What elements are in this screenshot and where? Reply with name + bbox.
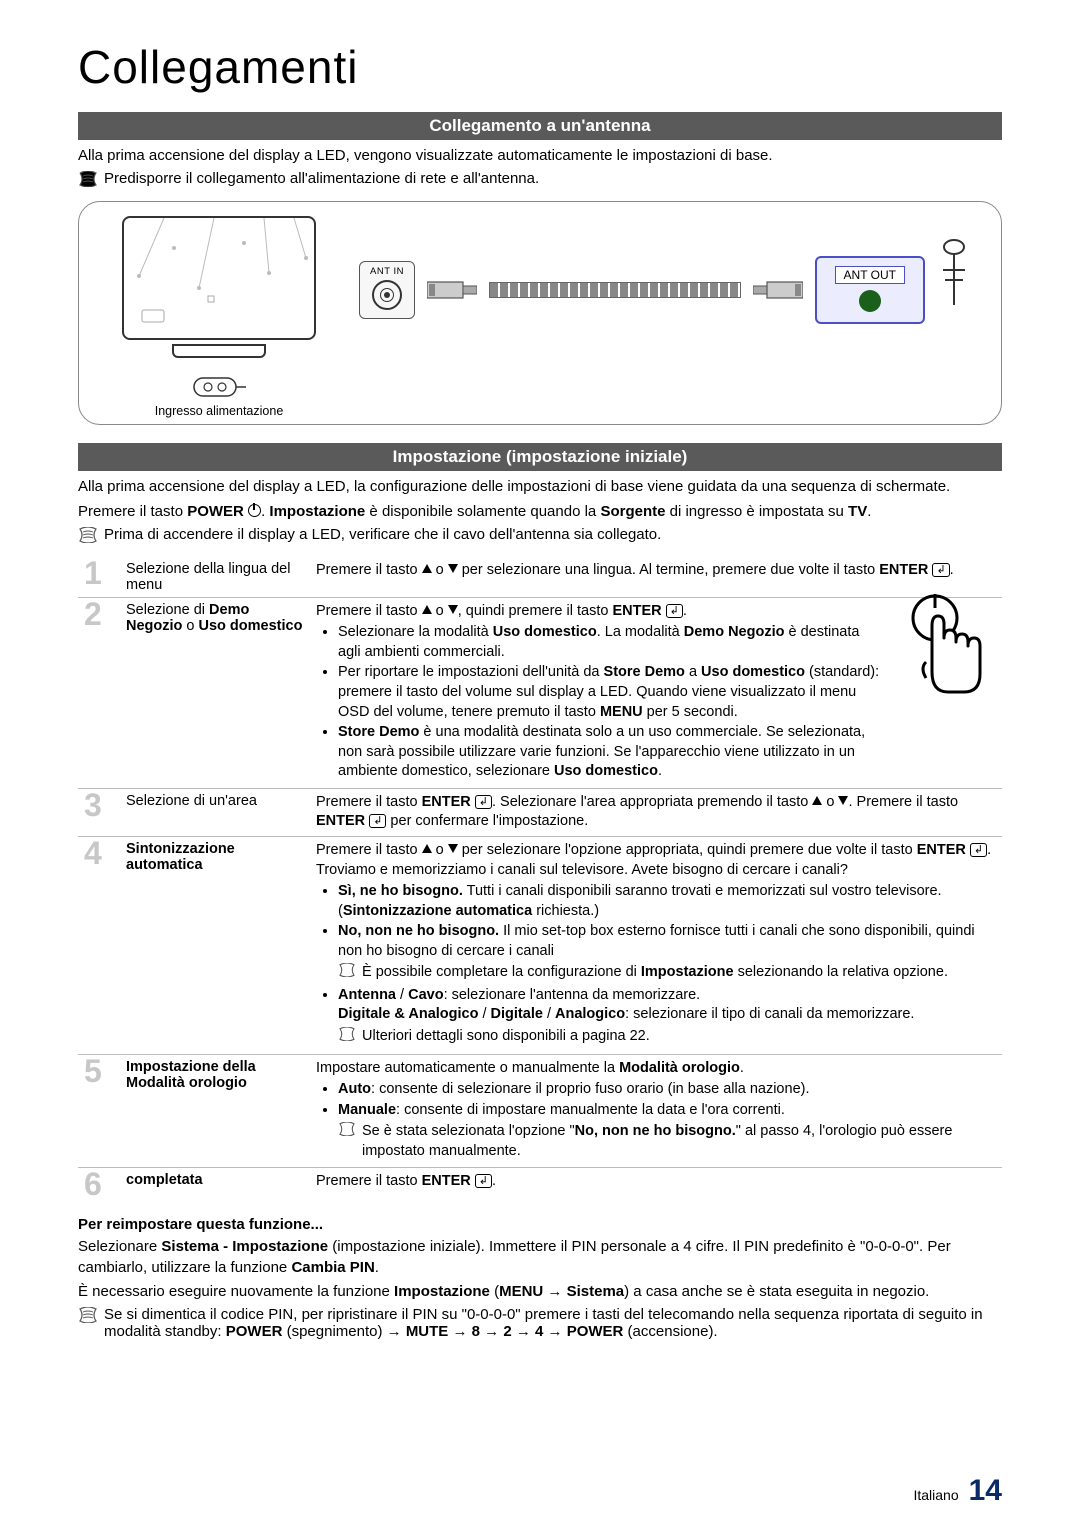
up-icon — [422, 844, 432, 853]
enter-icon: ↲ — [475, 1174, 492, 1188]
enter-icon: ↲ — [932, 563, 949, 577]
step-number: 6 — [78, 1168, 120, 1205]
s2-note-text: Prima di accendere il display a LED, ver… — [104, 526, 661, 543]
step-content: Premere il tasto o per selezionare l'opz… — [310, 836, 1002, 1054]
down-icon — [448, 844, 458, 853]
s1-paragraph: Alla prima accensione del display a LED,… — [78, 146, 1002, 166]
s2-note: Prima di accendere il display a LED, ver… — [78, 526, 1002, 547]
step-label: Impostazione della Modalità orologio — [120, 1054, 310, 1168]
s2-p1: Alla prima accensione del display a LED,… — [78, 477, 1002, 497]
step-content: Premere il tasto ENTER ↲. — [310, 1168, 1002, 1205]
down-icon — [838, 796, 848, 805]
hand-pointer-icon — [902, 594, 992, 708]
step-label: Sintonizzazione automatica — [120, 836, 310, 1054]
cable-plug-right-icon — [753, 276, 803, 304]
step-label: completata — [120, 1168, 310, 1205]
reset-note: Se si dimentica il codice PIN, per ripri… — [78, 1306, 1002, 1340]
ant-in-box: ANT IN — [359, 261, 415, 319]
step-number: 4 — [78, 836, 120, 1054]
power-icon — [248, 504, 261, 517]
reset-heading: Per reimpostare questa funzione... — [78, 1216, 1002, 1233]
wall-socket-icon — [859, 290, 881, 312]
ant-in-label: ANT IN — [370, 266, 404, 277]
note-icon — [338, 1027, 356, 1048]
note-icon — [338, 1122, 356, 1161]
footer-lang: Italiano — [913, 1487, 958, 1503]
step-label: Selezione di Demo Negozio o Uso domestic… — [120, 597, 310, 788]
enter-icon: ↲ — [475, 795, 492, 809]
power-plug-icon — [192, 376, 246, 402]
step-number: 3 — [78, 788, 120, 836]
up-icon — [812, 796, 822, 805]
page-number: 14 — [969, 1474, 1002, 1508]
step-content: Impostare automaticamente o manualmente … — [310, 1054, 1002, 1168]
s1-note-text: Predisporre il collegamento all'alimenta… — [104, 170, 539, 187]
up-icon — [422, 564, 432, 573]
page-title: Collegamenti — [78, 40, 1002, 94]
reset-p2: È necessario eseguire nuovamente la funz… — [78, 1282, 1002, 1302]
reset-p1: Selezionare Sistema - Impostazione (impo… — [78, 1237, 1002, 1278]
section-setup-title: Impostazione (impostazione iniziale) — [78, 443, 1002, 471]
note-icon — [338, 963, 356, 984]
antenna-diagram: Ingresso alimentazione ANT IN — [78, 201, 1002, 425]
power-caption: Ingresso alimentazione — [155, 404, 284, 418]
down-icon — [448, 605, 458, 614]
s1-note: Predisporre il collegamento all'alimenta… — [78, 170, 1002, 191]
step-number: 1 — [78, 557, 120, 598]
note-icon — [78, 171, 98, 191]
step-number: 5 — [78, 1054, 120, 1168]
steps-table: 1 Selezione della lingua del menu Premer… — [78, 557, 1002, 1205]
reset-note-text: Se si dimentica il codice PIN, per ripri… — [104, 1306, 1002, 1340]
reset-section: Per reimpostare questa funzione... Selez… — [78, 1216, 1002, 1340]
ant-out-box: ANT OUT — [815, 256, 925, 324]
enter-icon: ↲ — [369, 814, 386, 828]
enter-icon: ↲ — [970, 843, 987, 857]
step-content: Premere il tasto o , quindi premere il t… — [310, 597, 1002, 788]
note-icon — [78, 1307, 98, 1327]
page-footer: Italiano 14 — [913, 1474, 1002, 1508]
note-icon — [78, 527, 98, 547]
antenna-icon — [937, 235, 971, 305]
down-icon — [448, 564, 458, 573]
step-content: Premere il tasto ENTER ↲. Selezionare l'… — [310, 788, 1002, 836]
section-antenna-title: Collegamento a un'antenna — [78, 112, 1002, 140]
enter-icon: ↲ — [666, 604, 683, 618]
step-content: Premere il tasto o per selezionare una l… — [310, 557, 1002, 598]
up-icon — [422, 605, 432, 614]
step-label: Selezione di un'area — [120, 788, 310, 836]
s2-p2: Premere il tasto POWER . Impostazione è … — [78, 502, 1002, 522]
coax-icon — [372, 280, 402, 310]
tv-icon — [122, 216, 316, 340]
ant-out-label: ANT OUT — [835, 266, 905, 284]
cable-plug-left-icon — [427, 276, 477, 304]
step-label: Selezione della lingua del menu — [120, 557, 310, 598]
step-number: 2 — [78, 597, 120, 788]
